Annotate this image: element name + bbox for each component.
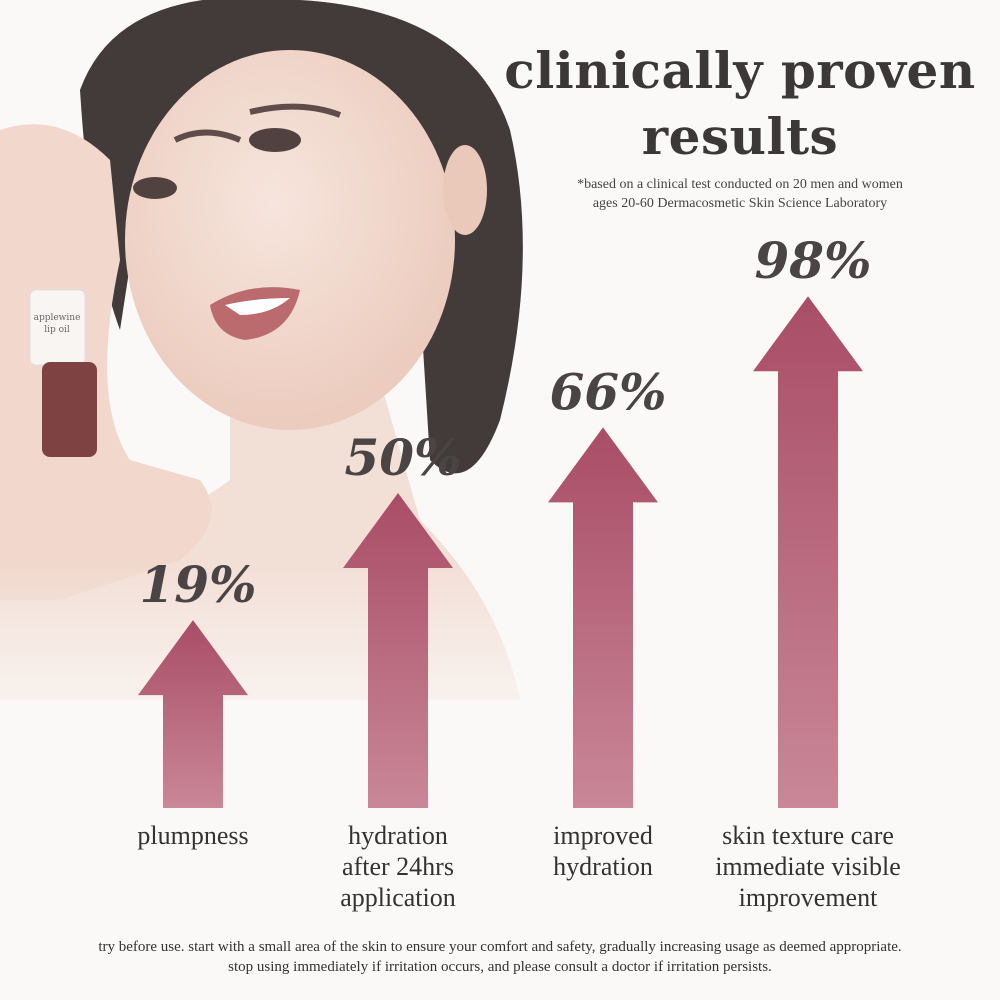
study-note: *based on a clinical test conducted on 2… xyxy=(505,175,975,213)
category-label-line: skin texture care xyxy=(722,821,894,850)
category-label: improved hydration xyxy=(483,820,723,882)
study-note-line: ages 20-60 Dermacosmetic Skin Science La… xyxy=(592,196,888,211)
category-label-line: hydration xyxy=(348,821,448,850)
percent-label: 19% xyxy=(139,555,256,614)
category-label: plumpness xyxy=(73,820,313,851)
category-label-line: improvement xyxy=(738,883,878,912)
category-label-line: after 24hrs xyxy=(342,852,454,881)
arrow-bar xyxy=(753,296,863,808)
disclaimer: try before use. start with a small area … xyxy=(0,937,1000,977)
category-label-line: application xyxy=(340,883,456,912)
category-label: skin texture care immediate visible improv… xyxy=(688,820,928,913)
percent-label: 66% xyxy=(549,362,666,421)
bottle-label: applewine xyxy=(34,313,81,323)
disclaimer-line: stop using immediately if irritation occ… xyxy=(228,959,772,975)
arrow-bar xyxy=(138,620,248,808)
percent-label: 50% xyxy=(344,428,461,487)
arrow-bar xyxy=(548,427,658,808)
category-label-line: immediate visible xyxy=(715,852,901,881)
svg-text:lip oil: lip oil xyxy=(44,325,70,335)
page-title: clinically proven results xyxy=(504,41,976,166)
arrow-bar xyxy=(343,493,453,808)
category-label-line: hydration xyxy=(553,852,653,881)
category-label-line: plumpness xyxy=(137,821,249,850)
percent-label: 98% xyxy=(754,231,871,290)
category-label: hydration after 24hrs application xyxy=(278,820,518,913)
category-label-line: improved xyxy=(553,821,653,850)
disclaimer-line: try before use. start with a small area … xyxy=(98,939,902,955)
study-note-line: *based on a clinical test conducted on 2… xyxy=(577,177,903,192)
